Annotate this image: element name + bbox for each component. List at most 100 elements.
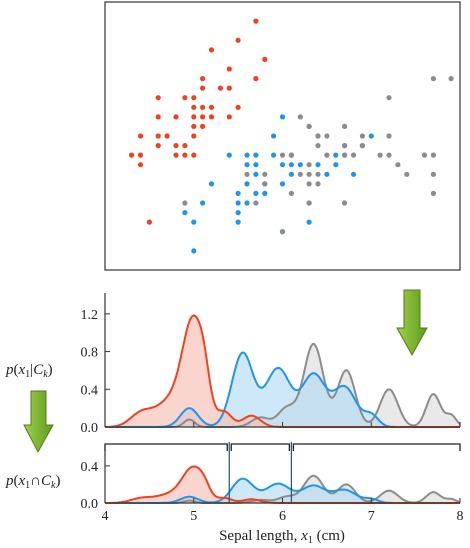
- virginica-point: [182, 200, 188, 206]
- versicolor-point: [253, 190, 259, 196]
- virginica-point: [279, 152, 286, 158]
- scatter-panel: [104, 1, 461, 271]
- x-tick-label: 8: [457, 509, 464, 524]
- setosa-point: [208, 114, 215, 120]
- versicolor-point: [350, 171, 357, 177]
- versicolor-point: [235, 190, 241, 196]
- virginica-point: [404, 171, 410, 177]
- joint-density-axes: 0.0 0.4 4 5 6 7 8: [81, 442, 464, 524]
- virginica-point: [350, 152, 357, 158]
- versicolor-point: [279, 114, 286, 120]
- decision-region-bracket: [104, 443, 228, 451]
- setosa-point: [173, 143, 179, 149]
- y-tick-label: 0.0: [81, 421, 99, 436]
- setosa-point: [208, 104, 215, 110]
- virginica-point: [377, 152, 383, 158]
- setosa-density-fill: [105, 466, 460, 503]
- versicolor-point: [368, 133, 374, 139]
- versicolor-point: [191, 248, 197, 254]
- versicolor-point: [288, 162, 294, 168]
- setosa-point: [226, 66, 232, 72]
- setosa-point: [182, 95, 188, 101]
- setosa-point: [155, 114, 161, 120]
- x-tick-label: 5: [190, 509, 197, 524]
- versicolor-point: [279, 181, 286, 187]
- joint-density-panel: 0.0 0.4 4 5 6 7 8 p(x1∩Ck) Sepal length, x1 (c…: [5, 442, 464, 546]
- versicolor-point: [333, 162, 339, 168]
- versicolor-point: [279, 162, 286, 168]
- versicolor-density-fill: [105, 478, 460, 503]
- setosa-point: [155, 95, 161, 101]
- virginica-point: [430, 190, 436, 196]
- setosa-point: [146, 219, 152, 225]
- y-tick-label: 0.0: [81, 497, 99, 512]
- setosa-point: [191, 104, 197, 110]
- decision-region-brackets: [104, 443, 461, 451]
- x-tick-label: 7: [368, 509, 375, 524]
- setosa-point: [191, 114, 197, 120]
- virginica-point: [253, 200, 259, 206]
- versicolor-density-fill: [105, 352, 460, 427]
- y-tick-label: 0.4: [81, 383, 99, 398]
- virginica-point: [315, 133, 321, 139]
- setosa-point: [235, 37, 241, 43]
- versicolor-point: [253, 162, 259, 168]
- x-axis-label: Sepal length, x1 (cm): [219, 528, 345, 546]
- virginica-point: [288, 190, 294, 196]
- setosa-point: [200, 85, 206, 91]
- setosa-point: [262, 56, 268, 63]
- setosa-point: [173, 114, 179, 120]
- virginica-point: [342, 143, 348, 149]
- versicolor-point: [191, 219, 197, 225]
- scatter-points: [129, 18, 454, 254]
- decision-region-bracket: [230, 443, 291, 451]
- conditional-density-axes: 0.0 0.4 0.8 1.2: [81, 293, 461, 436]
- setosa-point: [191, 123, 197, 129]
- versicolor-point: [324, 171, 330, 177]
- decision-region-bracket: [292, 443, 461, 451]
- versicolor-point: [288, 171, 294, 177]
- setosa-point: [200, 123, 206, 129]
- versicolor-point: [297, 162, 303, 168]
- setosa-point: [253, 76, 259, 82]
- virginica-point: [262, 171, 268, 177]
- virginica-point: [395, 162, 401, 168]
- joint-density-areas: [105, 465, 461, 504]
- virginica-point: [315, 143, 321, 149]
- versicolor-point: [235, 200, 241, 206]
- virginica-point: [297, 114, 303, 120]
- virginica-point: [306, 181, 312, 187]
- virginica-point: [386, 133, 392, 139]
- setosa-point: [253, 18, 259, 24]
- setosa-point: [191, 133, 197, 139]
- virginica-point: [448, 76, 454, 82]
- setosa-point: [173, 152, 179, 158]
- x-tick-label: 6: [279, 509, 286, 524]
- setosa-point: [200, 104, 206, 110]
- versicolor-point: [315, 162, 321, 168]
- versicolor-point: [208, 181, 215, 187]
- versicolor-point: [253, 171, 259, 177]
- versicolor-point: [244, 162, 250, 168]
- virginica-point: [288, 152, 294, 158]
- setosa-point: [200, 114, 206, 120]
- virginica-point: [359, 133, 365, 139]
- scatter-frame: [104, 1, 461, 271]
- setosa-point: [164, 133, 170, 139]
- virginica-point: [386, 95, 392, 101]
- setosa-point: [200, 76, 206, 82]
- down-arrow-icon: [396, 289, 428, 357]
- setosa-point: [155, 143, 161, 149]
- virginica-point: [421, 152, 428, 158]
- setosa-point: [226, 114, 232, 120]
- versicolor-point: [271, 152, 277, 158]
- virginica-point: [430, 76, 436, 82]
- virginica-point: [324, 152, 330, 158]
- down-arrow-icon: [23, 390, 54, 454]
- setosa-point: [226, 85, 232, 91]
- versicolor-point: [226, 152, 232, 158]
- versicolor-point: [271, 133, 277, 139]
- versicolor-point: [244, 200, 250, 206]
- versicolor-point: [235, 210, 241, 216]
